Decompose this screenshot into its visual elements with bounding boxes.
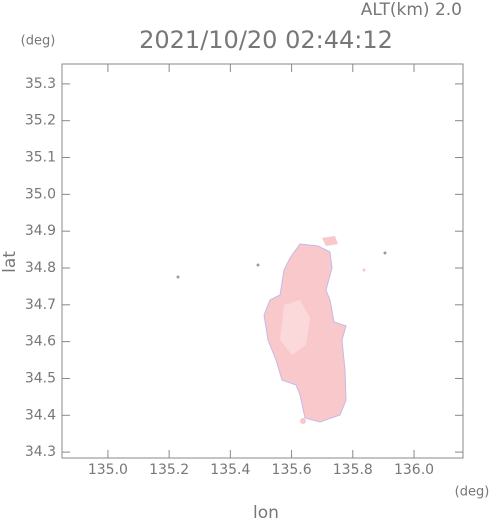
rain-area	[176, 236, 387, 424]
subtitle: ALT(km) 2.0	[361, 0, 462, 20]
x-axis-label: lon	[253, 503, 279, 521]
y-tick-label: 34.7	[25, 297, 56, 313]
y-tick-label: 34.4	[25, 407, 56, 423]
y-axis-label: lat	[0, 251, 20, 273]
x-tick-label: 135.6	[272, 462, 312, 478]
y-tick-label: 34.9	[25, 223, 56, 239]
y-tick-label: 34.8	[25, 260, 56, 276]
y-tick-label: 35.0	[25, 186, 56, 202]
y-tick-label: 35.1	[25, 150, 56, 166]
x-tick-label: 135.0	[88, 462, 128, 478]
y-tick-label: 34.6	[25, 334, 56, 350]
x-unit: (deg)	[455, 485, 490, 500]
y-tick-label: 34.3	[25, 444, 56, 460]
chart-title: 2021/10/20 02:44:12	[139, 26, 393, 54]
x-tick-label: 135.4	[210, 462, 250, 478]
y-tick-label: 35.2	[25, 113, 56, 129]
y-tick-label: 34.5	[25, 370, 56, 386]
plot-frame	[61, 63, 464, 459]
x-tick-label: 135.2	[149, 462, 189, 478]
x-tick-label: 135.8	[333, 462, 373, 478]
x-tick-label: 136.0	[394, 462, 434, 478]
y-tick-label: 35.3	[25, 76, 56, 92]
y-unit: (deg)	[21, 34, 56, 49]
